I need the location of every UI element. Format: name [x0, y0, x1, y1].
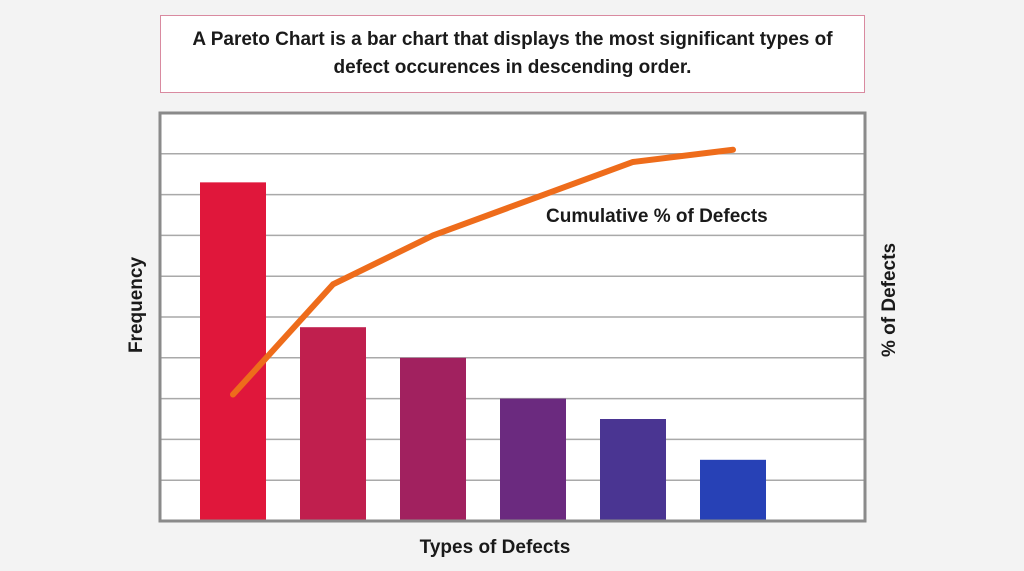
bar — [300, 327, 366, 521]
plot-frame — [158, 111, 867, 523]
title-box: A Pareto Chart is a bar chart that displ… — [160, 15, 865, 93]
marks — [200, 146, 766, 522]
y2-axis-label: % of Defects — [879, 243, 900, 357]
bar — [600, 419, 666, 521]
annotation: Cumulative % of Defects — [546, 206, 768, 227]
bar — [700, 459, 766, 521]
chart-title: A Pareto Chart is a bar chart that displ… — [192, 29, 833, 78]
x-axis-label: Types of Defects — [420, 537, 571, 558]
y-axis-label: Frequency — [126, 257, 147, 354]
bar — [500, 398, 566, 521]
cumulative-line — [230, 146, 736, 398]
bar — [200, 182, 266, 522]
bar — [400, 357, 466, 521]
